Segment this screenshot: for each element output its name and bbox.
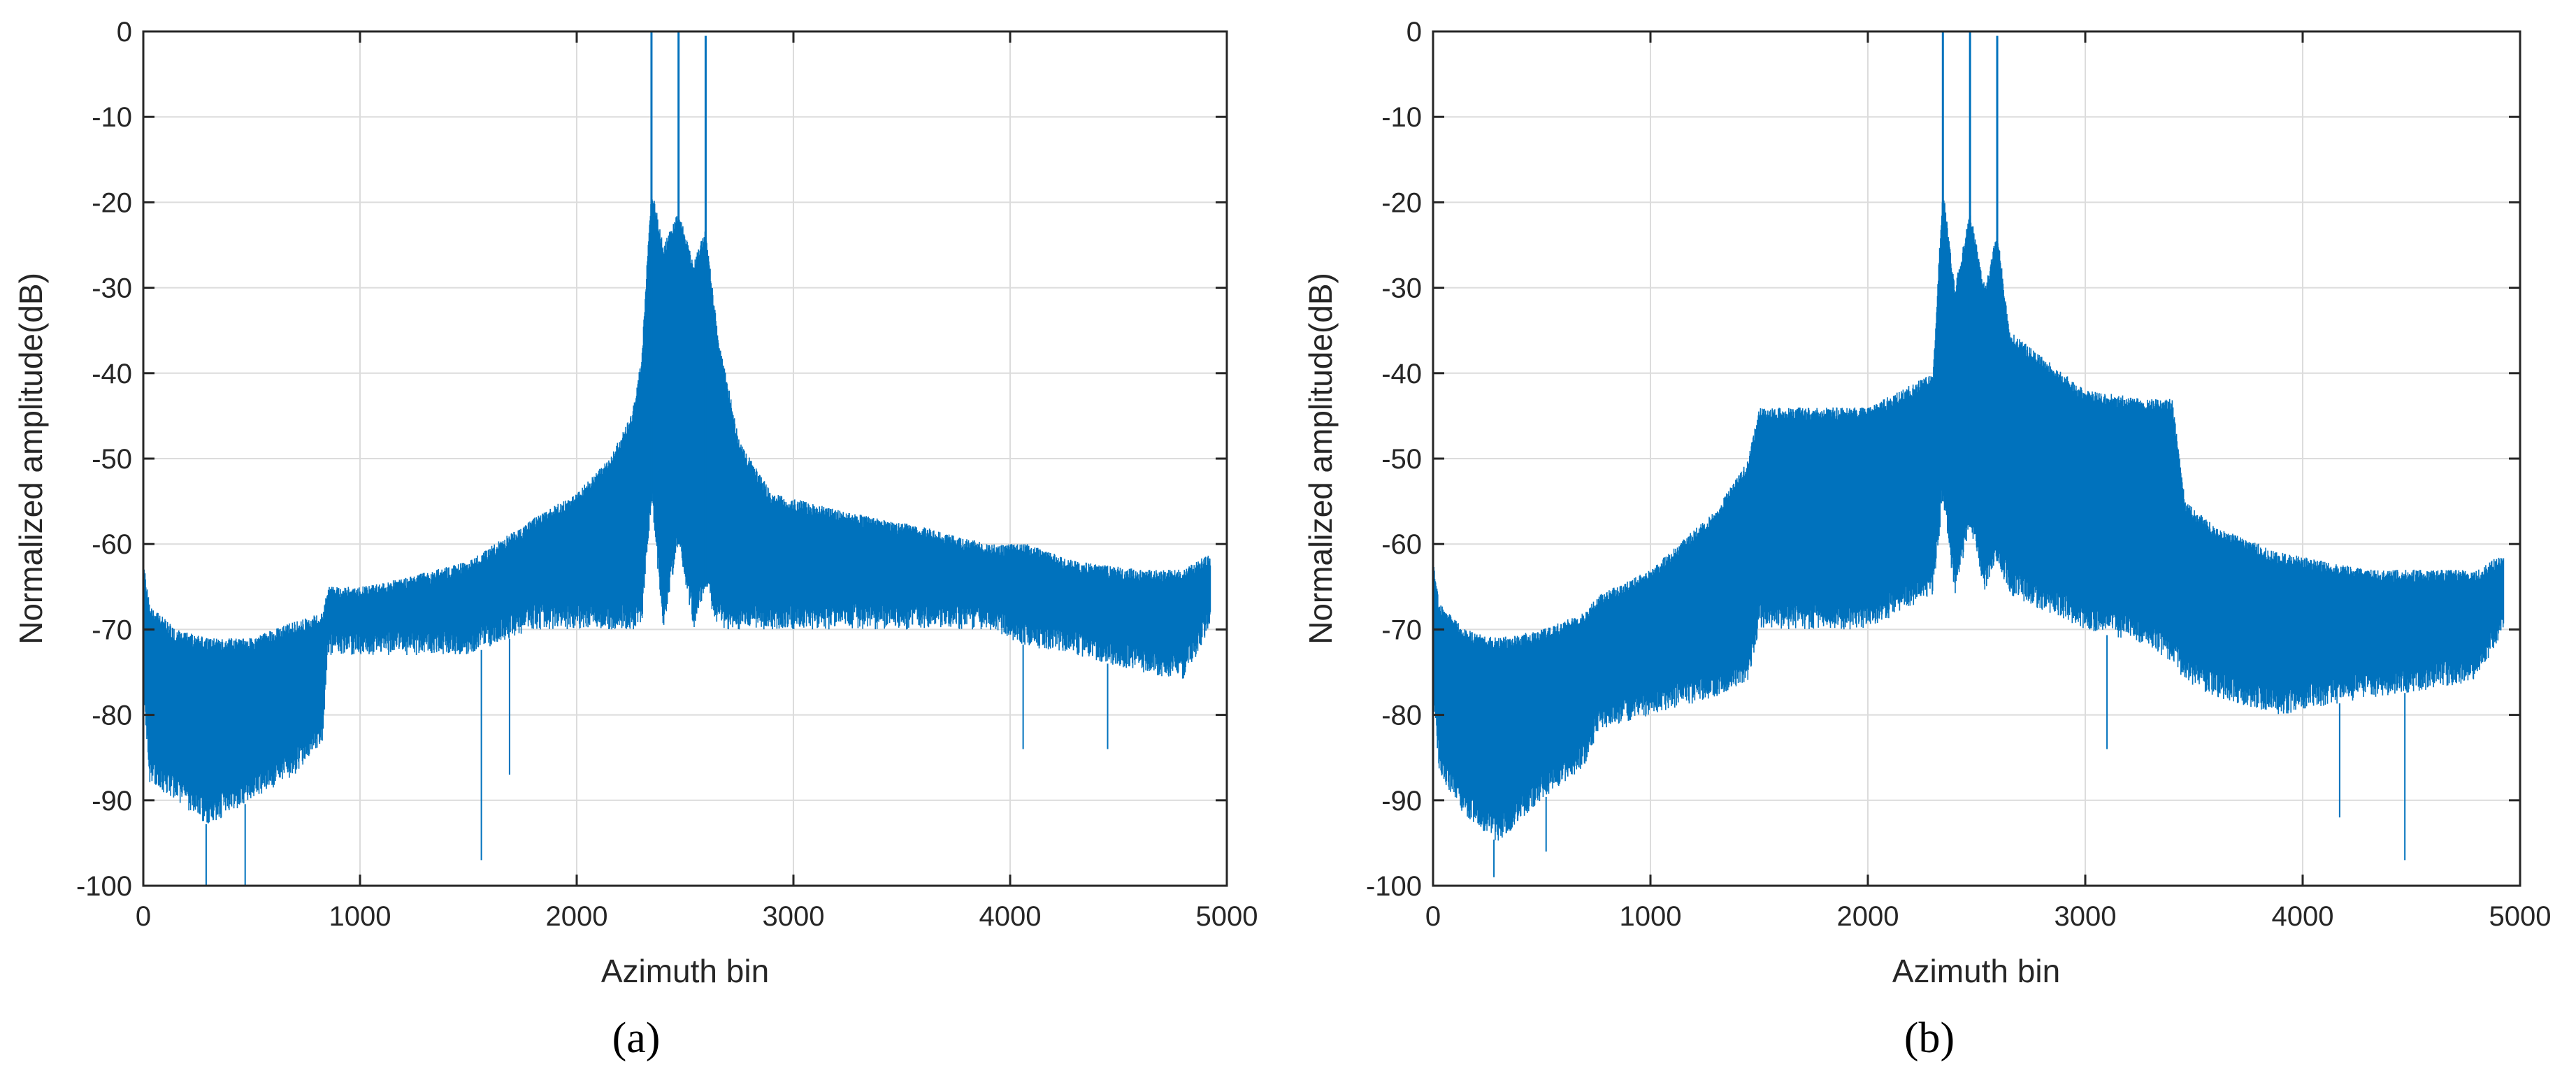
x-tick-label: 2000 (1837, 901, 1899, 932)
x-tick-label: 2000 (546, 901, 608, 932)
y-tick-label: 0 (1406, 17, 1422, 48)
y-tick-label: -90 (92, 786, 132, 817)
x-tick-label: 5000 (1196, 901, 1258, 932)
y-tick-label: -20 (1381, 187, 1422, 218)
y-tick-label: -10 (92, 102, 132, 133)
series-spectrum (143, 31, 1211, 886)
x-tick-label: 1000 (1620, 901, 1682, 932)
x-tick-label: 4000 (979, 901, 1042, 932)
y-tick-label: -80 (1381, 700, 1422, 731)
y-tick-label: -90 (1381, 786, 1422, 817)
y-axis-label: Normalized amplitude(dB) (1302, 273, 1339, 645)
y-tick-label: -100 (76, 871, 132, 902)
panel-label: (b) (1904, 1014, 1955, 1062)
y-tick-label: -10 (1381, 102, 1422, 133)
y-axis-label: Normalized amplitude(dB) (13, 273, 49, 645)
x-axis-label: Azimuth bin (601, 953, 769, 989)
y-tick-label: -20 (92, 187, 132, 218)
y-tick-label: -60 (92, 529, 132, 560)
chart-panel-a: 0 1000 2000 3000 4000 5000 0 -10 -20 -30 -40 -50 -60… (13, 17, 1258, 1062)
y-tick-label: 0 (117, 17, 132, 48)
y-tick-label: -70 (1381, 615, 1422, 645)
x-tick-label: 3000 (763, 901, 825, 932)
series-spectrum (1432, 31, 2505, 877)
x-tick-label: 0 (1425, 901, 1441, 932)
axis-ticks: 0 1000 2000 3000 4000 5000 0 -10 -20 -30 -40 -50 -60… (1366, 17, 2552, 932)
x-tick-label: 4000 (2272, 901, 2334, 932)
x-tick-label: 1000 (329, 901, 391, 932)
y-tick-label: -50 (92, 444, 132, 475)
y-tick-label: -40 (1381, 359, 1422, 389)
axis-ticks: 0 1000 2000 3000 4000 5000 0 -10 -20 -30 -40 -50 -60… (76, 17, 1258, 932)
y-tick-label: -40 (92, 359, 132, 389)
y-tick-label: -30 (1381, 273, 1422, 304)
chart-panel-b: 0 1000 2000 3000 4000 5000 0 -10 -20 -30 -40 -50 -60… (1302, 17, 2551, 1062)
x-tick-label: 5000 (2489, 901, 2552, 932)
y-tick-label: -50 (1381, 444, 1422, 475)
y-tick-label: -30 (92, 273, 132, 304)
y-tick-label: -70 (92, 615, 132, 645)
y-tick-label: -100 (1366, 871, 1422, 902)
x-axis-label: Azimuth bin (1892, 953, 2060, 989)
x-tick-label: 3000 (2055, 901, 2117, 932)
y-tick-label: -60 (1381, 529, 1422, 560)
panel-label: (a) (612, 1014, 661, 1062)
x-tick-label: 0 (136, 901, 151, 932)
y-tick-label: -80 (92, 700, 132, 731)
